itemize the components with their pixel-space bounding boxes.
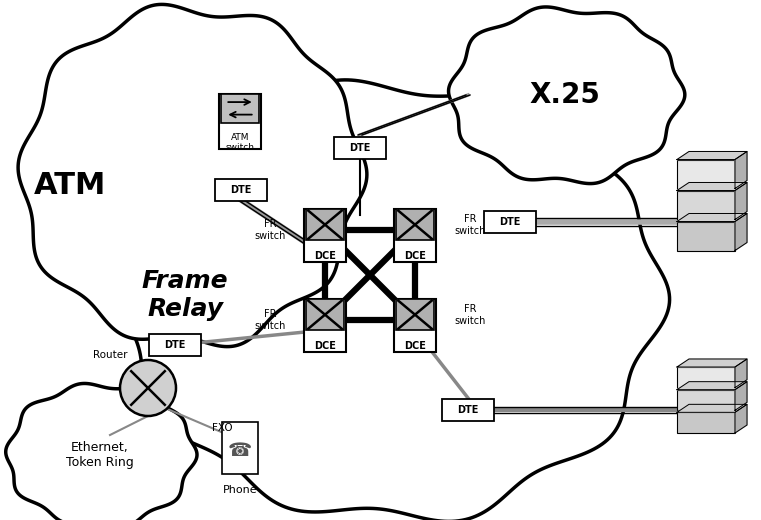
Polygon shape (735, 405, 747, 433)
Polygon shape (735, 151, 747, 188)
Polygon shape (677, 183, 747, 190)
FancyBboxPatch shape (221, 94, 259, 123)
FancyBboxPatch shape (677, 160, 735, 188)
FancyBboxPatch shape (306, 299, 344, 330)
Text: DCE: DCE (314, 341, 336, 351)
Polygon shape (735, 382, 747, 410)
Text: Phone: Phone (223, 485, 257, 495)
Text: Frame
Relay: Frame Relay (142, 269, 228, 321)
Polygon shape (6, 383, 197, 520)
Text: FXO: FXO (212, 423, 232, 433)
Text: Ethernet,
Token Ring: Ethernet, Token Ring (66, 441, 134, 469)
Text: FR
switch: FR switch (254, 309, 285, 331)
Polygon shape (677, 382, 747, 389)
FancyBboxPatch shape (442, 399, 494, 421)
FancyBboxPatch shape (304, 299, 346, 352)
Polygon shape (677, 359, 747, 367)
Polygon shape (18, 4, 367, 347)
Text: DTE: DTE (499, 217, 521, 227)
FancyBboxPatch shape (304, 209, 346, 262)
Text: DTE: DTE (457, 405, 479, 415)
FancyBboxPatch shape (677, 367, 735, 388)
Text: Router: Router (93, 350, 127, 360)
FancyBboxPatch shape (215, 179, 267, 201)
FancyBboxPatch shape (219, 94, 261, 149)
FancyBboxPatch shape (484, 211, 536, 233)
FancyBboxPatch shape (306, 209, 344, 240)
Polygon shape (677, 405, 747, 412)
Polygon shape (735, 183, 747, 219)
Polygon shape (735, 359, 747, 388)
Polygon shape (448, 7, 685, 184)
Text: FR
switch: FR switch (454, 214, 486, 236)
Text: ATM
switch: ATM switch (225, 133, 254, 152)
FancyBboxPatch shape (222, 422, 258, 474)
Text: DTE: DTE (164, 340, 186, 350)
Text: ☎: ☎ (228, 440, 252, 460)
Text: ATM: ATM (33, 171, 107, 200)
FancyBboxPatch shape (677, 412, 735, 433)
FancyBboxPatch shape (396, 299, 434, 330)
Text: DCE: DCE (404, 251, 426, 261)
FancyBboxPatch shape (334, 137, 386, 159)
Text: DCE: DCE (404, 341, 426, 351)
FancyBboxPatch shape (677, 389, 735, 410)
Polygon shape (677, 151, 747, 160)
Polygon shape (677, 214, 747, 222)
FancyBboxPatch shape (394, 209, 436, 262)
Text: DTE: DTE (231, 185, 252, 195)
Text: X.25: X.25 (530, 81, 600, 109)
Text: DCE: DCE (314, 251, 336, 261)
FancyBboxPatch shape (394, 299, 436, 352)
FancyBboxPatch shape (396, 209, 434, 240)
FancyBboxPatch shape (677, 222, 735, 251)
Text: FR
switch: FR switch (254, 219, 285, 241)
Text: DTE: DTE (349, 143, 371, 153)
FancyBboxPatch shape (677, 190, 735, 219)
Circle shape (120, 360, 176, 416)
FancyBboxPatch shape (149, 334, 201, 356)
Polygon shape (118, 80, 670, 520)
Polygon shape (735, 214, 747, 251)
Text: FR
switch: FR switch (454, 304, 486, 326)
